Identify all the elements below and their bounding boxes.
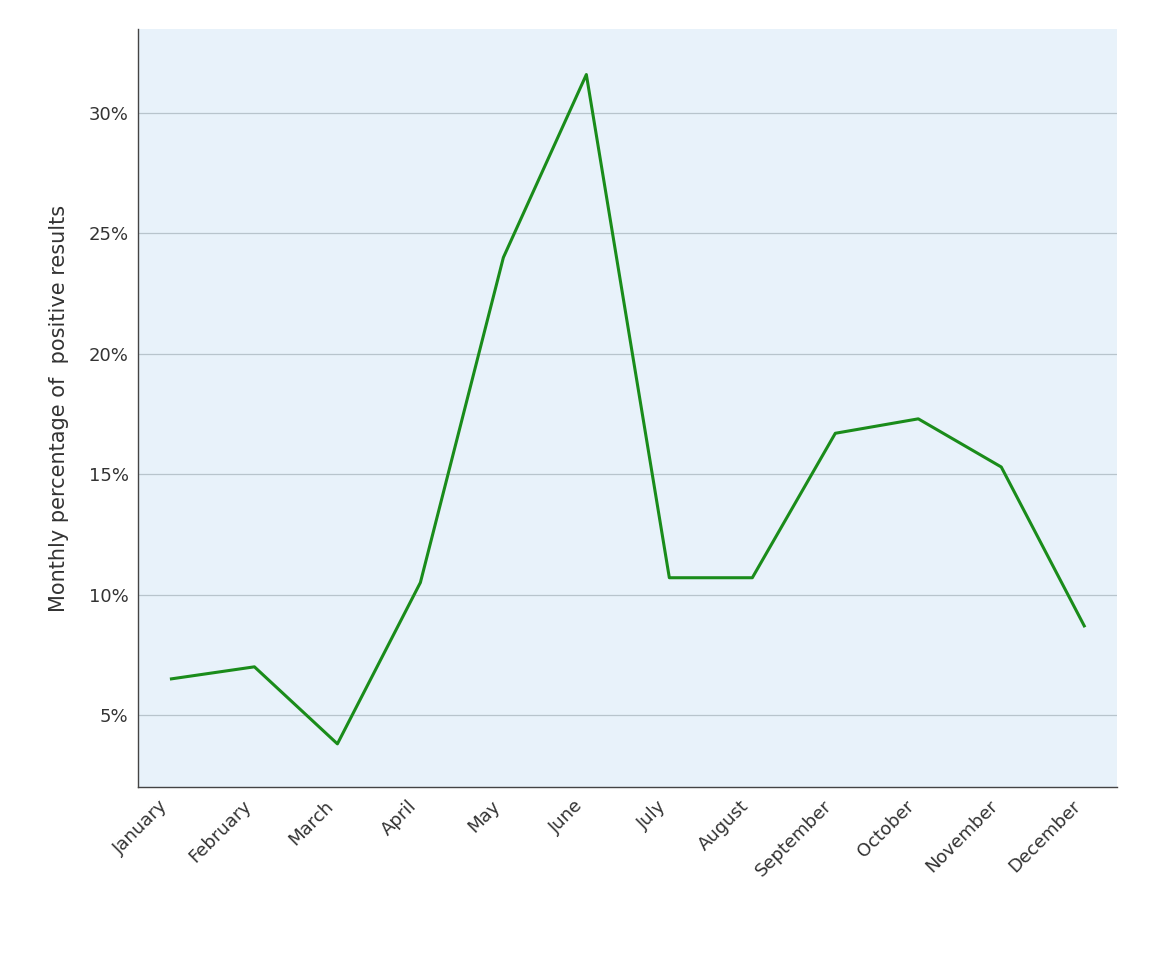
Y-axis label: Monthly percentage of  positive results: Monthly percentage of positive results: [48, 204, 69, 612]
